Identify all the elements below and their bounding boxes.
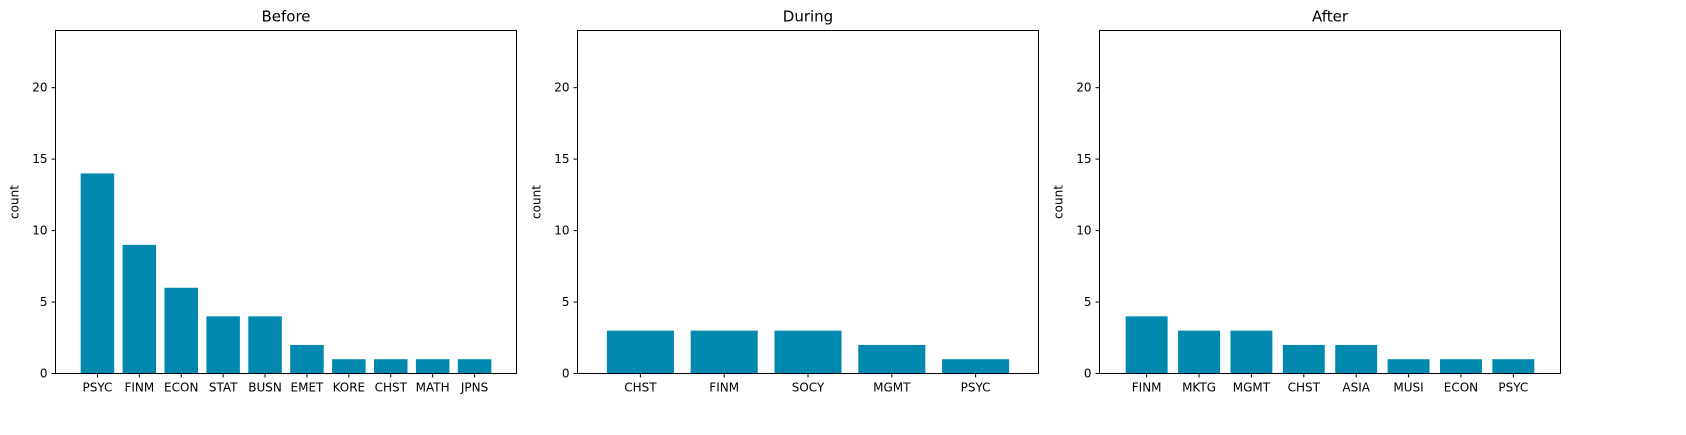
bar-busn — [248, 316, 282, 374]
y-tick-label: 20 — [554, 81, 569, 95]
bar-jpns — [457, 359, 492, 374]
x-tick-label: MUSI — [1393, 381, 1423, 395]
bar-chst — [1282, 344, 1325, 374]
y-axis-label: count — [8, 185, 22, 219]
subplot-title: After — [1312, 8, 1349, 26]
bar-psyc — [80, 173, 115, 374]
x-tick-label: CHST — [624, 381, 657, 395]
y-axis-label: count — [1052, 185, 1066, 219]
x-tick-label: CHST — [1288, 381, 1321, 395]
bar-chst — [374, 359, 408, 374]
bar-finm — [122, 244, 157, 374]
y-tick-label: 20 — [1076, 81, 1091, 95]
x-tick-label: FINM — [1132, 381, 1162, 395]
bar-stat — [206, 316, 240, 374]
x-tick-label: MGMT — [1233, 381, 1271, 395]
x-tick-label: ECON — [1444, 381, 1478, 395]
bar-finm — [1125, 316, 1168, 374]
bar-kore — [332, 359, 366, 374]
subplot-title: Before — [261, 8, 310, 26]
bar-mgmt — [858, 344, 926, 374]
bar-asia — [1335, 344, 1378, 374]
x-tick-label: FINM — [709, 381, 739, 395]
y-tick-label: 10 — [32, 224, 47, 238]
x-tick-label: PSYC — [1498, 381, 1528, 395]
x-tick-label: CHST — [375, 381, 408, 395]
x-tick-label: MKTG — [1182, 381, 1216, 395]
bar-mgmt — [1230, 330, 1273, 374]
y-tick-label: 5 — [562, 295, 570, 309]
x-tick-label: JPNS — [460, 381, 488, 395]
bar-econ — [1440, 359, 1482, 374]
axes-frame — [1099, 30, 1561, 374]
subplot-title: During — [783, 8, 833, 26]
axes-frame — [577, 30, 1039, 374]
x-tick-label: FINM — [124, 381, 154, 395]
subplot-during: CHST FINM SOCY MGMT PSYC 0 5 10 15 20 During count — [530, 8, 1039, 395]
bar-econ — [164, 287, 198, 374]
x-tick-label: BUSN — [248, 381, 282, 395]
y-tick-label: 10 — [1076, 224, 1091, 238]
x-tick-label: STAT — [209, 381, 238, 395]
x-tick-label: PSYC — [961, 381, 991, 395]
y-tick-label: 20 — [32, 81, 47, 95]
x-tick-label: SOCY — [792, 381, 825, 395]
y-tick-label: 10 — [554, 224, 569, 238]
bar-mktg — [1178, 330, 1220, 374]
y-tick-label: 5 — [40, 295, 48, 309]
subplot-before: PSYC FINM ECON STAT BUSN EMET KORE CHST MATH JPNS… — [8, 8, 517, 395]
axes-frame — [55, 30, 517, 374]
x-tick-label: PSYC — [82, 381, 112, 395]
y-tick-label: 0 — [1084, 367, 1092, 381]
y-tick-label: 0 — [562, 367, 570, 381]
y-tick-label: 15 — [32, 152, 47, 166]
bar-emet — [290, 344, 324, 374]
bar-psyc — [942, 359, 1010, 374]
bar-chst — [606, 330, 674, 374]
bar-socy — [774, 330, 842, 374]
subplot-after: FINM MKTG MGMT CHST ASIA MUSI ECON PSYC 0 5 10 15 20… — [1052, 8, 1561, 395]
y-tick-label: 5 — [1084, 295, 1092, 309]
bar-math — [415, 359, 450, 374]
bar-psyc — [1492, 359, 1535, 374]
x-tick-label: ECON — [164, 381, 198, 395]
bar-finm — [690, 330, 758, 374]
x-tick-label: MATH — [416, 381, 450, 395]
x-tick-label: ASIA — [1342, 381, 1370, 395]
y-axis-label: count — [530, 185, 544, 219]
x-tick-label: KORE — [333, 381, 366, 395]
y-tick-label: 15 — [554, 152, 569, 166]
x-tick-label: EMET — [291, 381, 325, 395]
bar-musi — [1387, 359, 1430, 374]
y-tick-label: 15 — [1076, 152, 1091, 166]
x-tick-label: MGMT — [873, 381, 911, 395]
y-tick-label: 0 — [40, 367, 48, 381]
